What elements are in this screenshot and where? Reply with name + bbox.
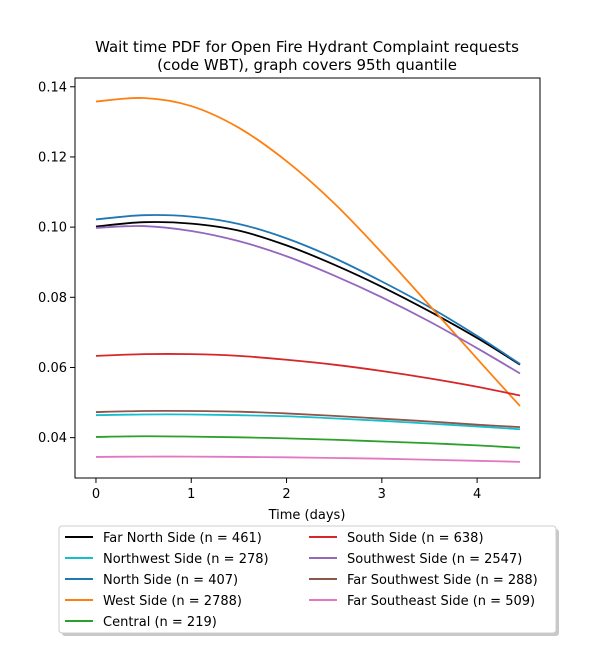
series-line-6	[95, 225, 521, 375]
legend: Far North Side (n = 461) Northwest Side (…	[58, 525, 559, 636]
chart-title-line-2: (code WBT), graph covers 95th quantile	[157, 56, 457, 74]
legend-label-1: Northwest Side (n = 278)	[103, 552, 269, 567]
plot-area-frame	[74, 77, 541, 479]
x-tick-label-0: 0	[92, 487, 100, 502]
series-line-4	[95, 435, 521, 449]
legend-items: Far North Side (n = 461) Northwest Side (…	[65, 531, 538, 630]
series-line-3	[95, 97, 521, 407]
y-tick-label-5: 0.14	[38, 80, 67, 95]
x-tick-label-2: 2	[282, 487, 290, 502]
legend-label-3: West Side (n = 2788)	[103, 594, 242, 609]
series-line-2	[95, 214, 521, 365]
x-tick-label-4: 4	[473, 487, 481, 502]
series-line-0	[95, 221, 521, 366]
legend-label-6: Southwest Side (n = 2547)	[347, 552, 522, 567]
y-tick-label-1: 0.06	[38, 361, 67, 376]
y-axis-ticks: 0.04 0.06 0.08 0.10 0.12 0.14	[38, 80, 75, 446]
legend-label-2: North Side (n = 407)	[103, 573, 238, 588]
y-tick-label-0: 0.04	[38, 431, 67, 446]
y-tick-label-3: 0.10	[38, 221, 67, 236]
series-line-1	[95, 413, 521, 431]
y-tick-label-4: 0.12	[38, 150, 67, 165]
y-tick-label-2: 0.08	[38, 291, 67, 306]
legend-label-7: Far Southwest Side (n = 288)	[347, 573, 538, 588]
chart-title-line-1: Wait time PDF for Open Fire Hydrant Comp…	[95, 38, 519, 56]
legend-label-4: Central (n = 219)	[103, 615, 217, 630]
legend-label-5: South Side (n = 638)	[347, 531, 484, 546]
series-line-8	[95, 455, 521, 463]
series-line-7	[95, 409, 521, 429]
x-tick-label-1: 1	[187, 487, 195, 502]
plot-lines	[95, 97, 521, 463]
x-axis-ticks: 0 1 2 3 4	[92, 478, 481, 502]
legend-label-8: Far Southeast Side (n = 509)	[347, 594, 535, 609]
x-axis-label: Time (days)	[268, 508, 346, 523]
series-line-5	[95, 353, 521, 397]
x-tick-label-3: 3	[378, 487, 386, 502]
legend-label-0: Far North Side (n = 461)	[103, 531, 262, 546]
legend-box	[58, 525, 557, 634]
